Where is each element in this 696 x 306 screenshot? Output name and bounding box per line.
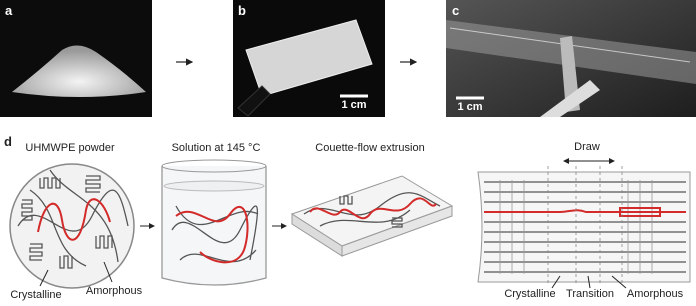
step-title: UHMWPE powder (25, 142, 115, 154)
step-title: Couette-flow extrusion (315, 142, 424, 154)
panel-c: 1 cm c (446, 0, 696, 117)
tagged-chain (484, 207, 686, 217)
panel-b: 1 cm b (233, 0, 385, 117)
panel-label: c (452, 3, 459, 18)
step-title: Draw (574, 141, 600, 153)
chains (303, 192, 441, 228)
scale-label: 1 cm (341, 99, 366, 111)
drawn-fibre: Draw Crystalline Transition Amorphous (477, 141, 691, 300)
scale-label: 1 cm (457, 101, 482, 113)
beaker-rim (161, 159, 267, 173)
fibre-body (477, 171, 691, 283)
region-divider (547, 166, 623, 286)
label: Crystalline (10, 289, 61, 301)
beaker: Solution at 145 °C (161, 142, 267, 286)
tagged-chain (37, 198, 111, 241)
chains (484, 180, 686, 274)
label: Crystalline (504, 288, 555, 300)
label: Amorphous (86, 285, 143, 297)
liquid-surface (163, 180, 265, 192)
leader (39, 269, 49, 287)
label: Transition (566, 288, 614, 300)
powder-pile (12, 45, 146, 97)
holder (540, 80, 600, 117)
leader (103, 261, 113, 283)
tweezer (237, 85, 271, 117)
leader (587, 275, 591, 289)
panel-a: a (0, 0, 152, 117)
tagged-chain (175, 205, 249, 264)
slab-front (341, 205, 453, 257)
powder-particle: UHMWPE powder Crystalline Amorphous (9, 142, 143, 301)
label: Amorphous (627, 288, 684, 300)
panel-label: d (4, 134, 12, 149)
tagged-chain (309, 197, 437, 220)
leader (551, 275, 561, 289)
step-title: Solution at 145 °C (172, 142, 261, 154)
extrusion-slab: Couette-flow extrusion (290, 142, 454, 257)
panel-label: b (238, 3, 246, 18)
leader (611, 275, 627, 289)
panel-label: a (5, 3, 13, 18)
particle-outline (9, 163, 135, 289)
lamellae (21, 175, 113, 269)
film (245, 19, 373, 97)
